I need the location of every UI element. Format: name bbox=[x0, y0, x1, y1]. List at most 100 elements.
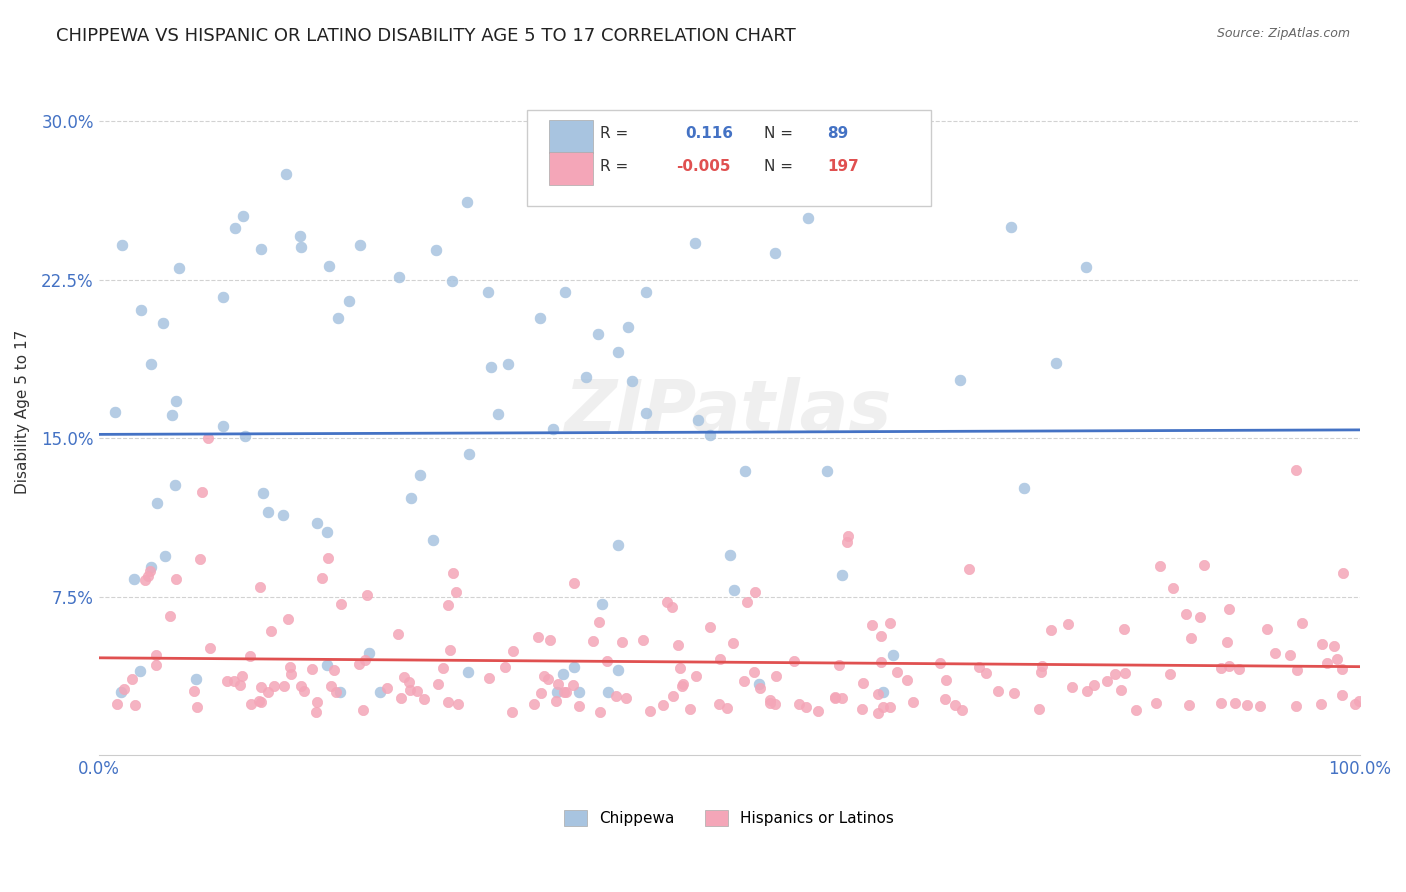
Hispanics or Latinos bbox=[901, 695, 924, 709]
Hispanics or Latinos bbox=[723, 635, 745, 649]
Hispanics or Latinos bbox=[301, 662, 323, 676]
Hispanics or Latinos bbox=[868, 706, 890, 720]
Hispanics or Latinos bbox=[851, 702, 873, 716]
Hispanics or Latinos bbox=[1344, 697, 1367, 711]
Hispanics or Latinos bbox=[666, 639, 689, 653]
FancyBboxPatch shape bbox=[548, 153, 593, 186]
Hispanics or Latinos bbox=[222, 674, 245, 689]
Hispanics or Latinos bbox=[547, 677, 569, 691]
Chippewa bbox=[232, 209, 254, 223]
Hispanics or Latinos bbox=[950, 703, 973, 717]
Chippewa bbox=[153, 549, 176, 564]
Chippewa bbox=[554, 285, 576, 299]
Chippewa bbox=[276, 168, 298, 182]
Chippewa bbox=[339, 293, 361, 308]
Hispanics or Latinos bbox=[929, 656, 952, 670]
Hispanics or Latinos bbox=[589, 705, 612, 719]
Hispanics or Latinos bbox=[145, 648, 167, 662]
Chippewa bbox=[479, 360, 502, 375]
Chippewa bbox=[160, 409, 183, 423]
Hispanics or Latinos bbox=[1249, 699, 1271, 714]
Hispanics or Latinos bbox=[186, 699, 208, 714]
Hispanics or Latinos bbox=[394, 670, 416, 684]
Hispanics or Latinos bbox=[441, 566, 464, 580]
Chippewa bbox=[872, 685, 894, 699]
Hispanics or Latinos bbox=[709, 652, 731, 666]
Hispanics or Latinos bbox=[1174, 607, 1197, 621]
Hispanics or Latinos bbox=[134, 573, 156, 587]
Hispanics or Latinos bbox=[1218, 659, 1240, 673]
Hispanics or Latinos bbox=[610, 634, 633, 648]
Chippewa bbox=[184, 672, 207, 686]
Hispanics or Latinos bbox=[1236, 698, 1258, 713]
Chippewa bbox=[110, 685, 132, 699]
Hispanics or Latinos bbox=[1083, 678, 1105, 692]
Hispanics or Latinos bbox=[582, 634, 605, 648]
Hispanics or Latinos bbox=[239, 648, 262, 663]
Hispanics or Latinos bbox=[1095, 674, 1118, 689]
Hispanics or Latinos bbox=[321, 679, 343, 693]
Text: R =: R = bbox=[600, 159, 628, 174]
Hispanics or Latinos bbox=[1076, 684, 1098, 698]
Hispanics or Latinos bbox=[879, 699, 901, 714]
Hispanics or Latinos bbox=[685, 669, 707, 683]
Hispanics or Latinos bbox=[824, 691, 846, 706]
Hispanics or Latinos bbox=[749, 681, 772, 696]
Hispanics or Latinos bbox=[354, 653, 377, 667]
Hispanics or Latinos bbox=[112, 682, 135, 697]
Chippewa bbox=[224, 220, 246, 235]
Hispanics or Latinos bbox=[278, 660, 301, 674]
Hispanics or Latinos bbox=[976, 665, 998, 680]
Hispanics or Latinos bbox=[139, 564, 162, 578]
Hispanics or Latinos bbox=[356, 588, 378, 602]
Hispanics or Latinos bbox=[869, 628, 891, 642]
Hispanics or Latinos bbox=[967, 660, 990, 674]
Hispanics or Latinos bbox=[1218, 601, 1240, 615]
Hispanics or Latinos bbox=[1029, 665, 1052, 680]
Hispanics or Latinos bbox=[215, 674, 238, 689]
Chippewa bbox=[128, 665, 150, 679]
FancyBboxPatch shape bbox=[548, 120, 593, 153]
Hispanics or Latinos bbox=[105, 698, 128, 712]
Hispanics or Latinos bbox=[188, 551, 211, 566]
Hispanics or Latinos bbox=[1161, 581, 1184, 595]
Hispanics or Latinos bbox=[305, 705, 328, 719]
Chippewa bbox=[607, 538, 630, 552]
Hispanics or Latinos bbox=[655, 595, 678, 609]
Hispanics or Latinos bbox=[526, 630, 548, 644]
Hispanics or Latinos bbox=[316, 550, 339, 565]
Text: R =: R = bbox=[600, 127, 628, 141]
Hispanics or Latinos bbox=[347, 657, 370, 671]
Chippewa bbox=[949, 373, 972, 387]
Hispanics or Latinos bbox=[1039, 623, 1062, 637]
Hispanics or Latinos bbox=[1223, 696, 1246, 710]
Chippewa bbox=[477, 285, 499, 300]
Hispanics or Latinos bbox=[197, 431, 219, 445]
Chippewa bbox=[425, 243, 447, 257]
Hispanics or Latinos bbox=[136, 569, 159, 583]
Hispanics or Latinos bbox=[879, 616, 901, 631]
Chippewa bbox=[723, 582, 745, 597]
Text: -0.005: -0.005 bbox=[676, 159, 731, 174]
Chippewa bbox=[634, 406, 657, 420]
Hispanics or Latinos bbox=[1178, 698, 1201, 712]
Chippewa bbox=[388, 270, 411, 285]
Hispanics or Latinos bbox=[447, 697, 470, 711]
Chippewa bbox=[553, 666, 575, 681]
Chippewa bbox=[457, 665, 479, 679]
Hispanics or Latinos bbox=[1159, 667, 1181, 681]
Chippewa bbox=[349, 238, 371, 252]
Hispanics or Latinos bbox=[824, 690, 846, 705]
Hispanics or Latinos bbox=[758, 692, 780, 706]
Hispanics or Latinos bbox=[538, 633, 561, 648]
Hispanics or Latinos bbox=[1211, 696, 1233, 710]
Hispanics or Latinos bbox=[605, 690, 627, 704]
Hispanics or Latinos bbox=[668, 661, 690, 675]
Hispanics or Latinos bbox=[735, 595, 758, 609]
Hispanics or Latinos bbox=[827, 658, 849, 673]
Hispanics or Latinos bbox=[1192, 558, 1215, 572]
Hispanics or Latinos bbox=[437, 695, 460, 709]
Hispanics or Latinos bbox=[259, 624, 281, 638]
Hispanics or Latinos bbox=[744, 584, 766, 599]
Hispanics or Latinos bbox=[631, 632, 654, 647]
